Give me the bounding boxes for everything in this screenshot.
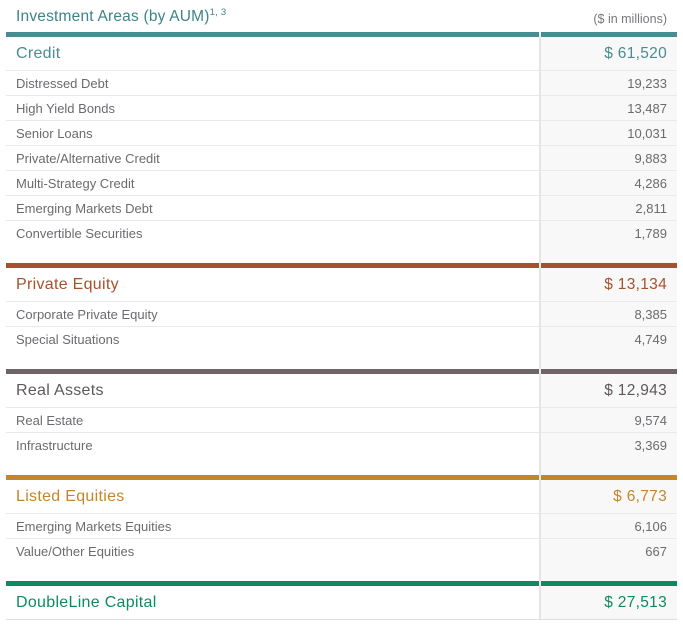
table-row: Distressed Debt 19,233 bbox=[6, 70, 677, 95]
row-value: 8,385 bbox=[539, 301, 677, 326]
table-row: Emerging Markets Debt 2,811 bbox=[6, 195, 677, 220]
table-row: Corporate Private Equity 8,385 bbox=[6, 301, 677, 326]
section-header-row: Credit $ 61,520 bbox=[6, 37, 677, 70]
section-header-row: DoubleLine Capital $ 27,513 bbox=[6, 586, 677, 619]
row-label: Special Situations bbox=[6, 326, 539, 351]
bar-right bbox=[539, 263, 677, 268]
table-row: Private/Alternative Credit 9,883 bbox=[6, 145, 677, 170]
row-value: 3,369 bbox=[539, 432, 677, 457]
row-label: Convertible Securities bbox=[6, 220, 539, 245]
table-bottom-border bbox=[6, 619, 677, 620]
row-label: Emerging Markets Debt bbox=[6, 195, 539, 220]
row-value: 19,233 bbox=[539, 70, 677, 95]
bar-right bbox=[539, 369, 677, 374]
table-row: Infrastructure 3,369 bbox=[6, 432, 677, 457]
spacer-left bbox=[6, 563, 539, 581]
section-doubleline-capital: DoubleLine Capital $ 27,513 bbox=[6, 581, 677, 620]
spacer-left bbox=[6, 457, 539, 475]
row-label: Real Estate bbox=[6, 407, 539, 432]
section-spacer bbox=[6, 563, 677, 581]
table-row: High Yield Bonds 13,487 bbox=[6, 95, 677, 120]
row-value: 667 bbox=[539, 538, 677, 563]
bar-left bbox=[6, 475, 539, 480]
row-label: High Yield Bonds bbox=[6, 95, 539, 120]
section-divider-bar bbox=[6, 369, 677, 374]
section-header-row: Real Assets $ 12,943 bbox=[6, 374, 677, 407]
page-title-text: Investment Areas (by AUM) bbox=[16, 8, 210, 25]
table-row: Emerging Markets Equities 6,106 bbox=[6, 513, 677, 538]
row-label: Senior Loans bbox=[6, 120, 539, 145]
bar-left bbox=[6, 32, 539, 37]
bar-left bbox=[6, 263, 539, 268]
units-note: ($ in millions) bbox=[593, 12, 667, 26]
footnote-superscript: 1, 3 bbox=[209, 6, 227, 18]
section-header-row: Listed Equities $ 6,773 bbox=[6, 480, 677, 513]
table-row: Multi-Strategy Credit 4,286 bbox=[6, 170, 677, 195]
bar-right bbox=[539, 32, 677, 37]
section-spacer bbox=[6, 245, 677, 263]
section-spacer bbox=[6, 351, 677, 369]
section-divider-bar bbox=[6, 581, 677, 586]
row-value: 9,574 bbox=[539, 407, 677, 432]
section-title: Private Equity bbox=[16, 275, 119, 293]
section-spacer bbox=[6, 457, 677, 475]
table-row: Special Situations 4,749 bbox=[6, 326, 677, 351]
row-value: 4,286 bbox=[539, 170, 677, 195]
row-label: Value/Other Equities bbox=[6, 538, 539, 563]
row-value: 2,811 bbox=[539, 195, 677, 220]
section-total: $ 27,513 bbox=[539, 586, 677, 619]
bar-right bbox=[539, 475, 677, 480]
row-value: 6,106 bbox=[539, 513, 677, 538]
section-title: Listed Equities bbox=[16, 487, 125, 505]
section-real-assets: Real Assets $ 12,943 Real Estate 9,574 I… bbox=[6, 369, 677, 475]
bar-left bbox=[6, 581, 539, 586]
row-value: 1,789 bbox=[539, 220, 677, 245]
row-label: Infrastructure bbox=[6, 432, 539, 457]
section-total: $ 13,134 bbox=[539, 268, 677, 301]
bar-left bbox=[6, 369, 539, 374]
row-value: 4,749 bbox=[539, 326, 677, 351]
table-row: Real Estate 9,574 bbox=[6, 407, 677, 432]
row-label: Corporate Private Equity bbox=[6, 301, 539, 326]
spacer-right bbox=[539, 245, 677, 263]
section-title: DoubleLine Capital bbox=[16, 593, 157, 611]
section-divider-bar bbox=[6, 475, 677, 480]
row-label: Private/Alternative Credit bbox=[6, 145, 539, 170]
spacer-left bbox=[6, 351, 539, 369]
bar-right bbox=[539, 581, 677, 586]
page-title: Investment Areas (by AUM)1, 3 bbox=[16, 8, 226, 26]
row-value: 9,883 bbox=[539, 145, 677, 170]
row-label: Emerging Markets Equities bbox=[6, 513, 539, 538]
table-row: Senior Loans 10,031 bbox=[6, 120, 677, 145]
section-total: $ 6,773 bbox=[539, 480, 677, 513]
table-row: Convertible Securities 1,789 bbox=[6, 220, 677, 245]
section-credit: Credit $ 61,520 Distressed Debt 19,233 H… bbox=[6, 32, 677, 263]
spacer-right bbox=[539, 351, 677, 369]
spacer-left bbox=[6, 245, 539, 263]
section-divider-bar bbox=[6, 32, 677, 37]
row-label: Distressed Debt bbox=[6, 70, 539, 95]
section-total: $ 61,520 bbox=[539, 37, 677, 70]
section-listed-equities: Listed Equities $ 6,773 Emerging Markets… bbox=[6, 475, 677, 581]
section-title: Credit bbox=[16, 44, 61, 62]
row-value: 13,487 bbox=[539, 95, 677, 120]
section-total: $ 12,943 bbox=[539, 374, 677, 407]
table-header: Investment Areas (by AUM)1, 3 ($ in mill… bbox=[6, 8, 677, 32]
section-title: Real Assets bbox=[16, 381, 104, 399]
section-header-row: Private Equity $ 13,134 bbox=[6, 268, 677, 301]
section-divider-bar bbox=[6, 263, 677, 268]
row-label: Multi-Strategy Credit bbox=[6, 170, 539, 195]
section-private-equity: Private Equity $ 13,134 Corporate Privat… bbox=[6, 263, 677, 369]
row-value: 10,031 bbox=[539, 120, 677, 145]
table-row: Value/Other Equities 667 bbox=[6, 538, 677, 563]
spacer-right bbox=[539, 563, 677, 581]
spacer-right bbox=[539, 457, 677, 475]
